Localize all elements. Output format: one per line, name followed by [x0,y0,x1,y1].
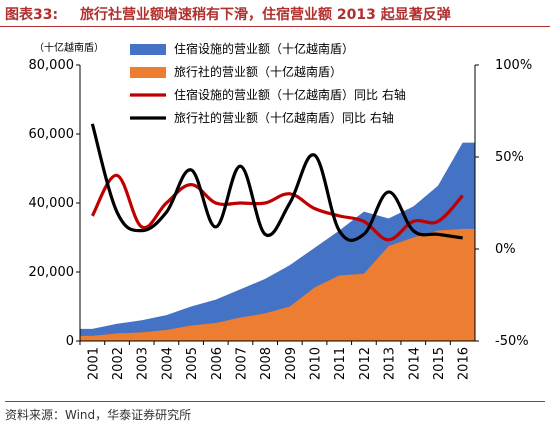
right-tick-label: 100% [495,58,532,73]
x-tick-label: 2013 [383,347,398,380]
x-tick-label: 2007 [234,347,249,380]
legend-swatch-1 [130,44,166,55]
x-tick-label: 2010 [309,347,324,380]
x-tick-label: 2001 [86,347,101,380]
left-tick-label: 0 [66,334,74,349]
legend-label-1: 住宿设施的营业额（十亿越南盾） [174,41,354,56]
x-tick-label: 2002 [111,347,126,380]
left-tick-label: 40,000 [29,196,75,211]
figure-label: 图表33: [5,7,59,23]
source-note: 资料来源：Wind，华泰证券研究所 [5,401,545,425]
figure-title: 旅行社营业额增速稍有下滑，住宿营业额 2013 起显著反弹 [80,7,451,23]
line-series-4 [90,123,463,242]
chart-axes: 0 20,000 40,000 60,000 80,000 -50% 0% 50% 100% 20… [29,41,533,380]
x-tick-label: 2003 [136,347,151,380]
x-tick-label: 2011 [333,347,348,380]
left-axis-unit: （十亿越南盾） [34,41,104,54]
x-tick-label: 2016 [457,347,472,380]
x-tick-label: 2005 [185,347,200,380]
source-text: 资料来源：Wind，华泰证券研究所 [5,408,192,422]
legend-swatch-2 [130,67,166,78]
right-tick-label: 0% [495,242,516,257]
left-tick-label: 20,000 [29,265,75,280]
x-tick-label: 2009 [284,347,299,380]
line-series-3 [90,173,464,242]
legend-label-2: 旅行社的营业额（十亿越南盾） [174,64,342,79]
x-tick-label: 2004 [160,347,175,380]
chart: 0 20,000 40,000 60,000 80,000 -50% 0% 50% 100% 20… [29,41,533,380]
legend-label-4: 旅行社的营业额（十亿越南盾）同比 右轴 [174,110,394,125]
area-series-2 [80,228,475,341]
chart-lines [90,123,464,242]
chart-areas [80,142,475,341]
figure-header: 图表33: 旅行社营业额增速稍有下滑，住宿营业额 2013 起显著反弹 [0,0,550,27]
right-tick-label: -50% [495,334,529,349]
x-tick-label: 2012 [358,347,373,380]
x-tick-label: 2006 [210,347,225,380]
left-tick-label: 80,000 [29,58,75,73]
left-tick-label: 60,000 [29,127,75,142]
x-tick-label: 2015 [432,347,447,380]
x-tick-label: 2014 [407,347,422,380]
right-tick-label: 50% [495,150,524,165]
x-tick-label: 2008 [259,347,274,380]
chart-legend: 住宿设施的营业额（十亿越南盾） 旅行社的营业额（十亿越南盾） 住宿设施的营业额（十亿… [130,41,406,125]
legend-label-3: 住宿设施的营业额（十亿越南盾）同比 右轴 [174,87,406,102]
